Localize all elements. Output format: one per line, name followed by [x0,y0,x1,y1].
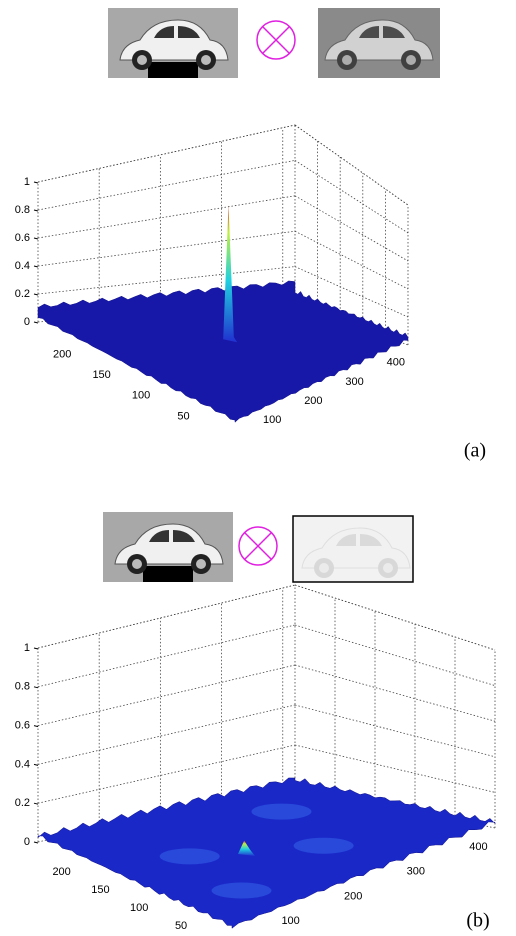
z-tick-label: 0.8 [15,204,30,216]
z-tick [33,763,39,766]
x-tick-label: 300 [345,376,363,388]
z-tick [33,293,39,296]
z-tick [33,647,39,650]
x-tick-label: 200 [344,890,362,902]
grid-line [294,704,496,758]
z-tick [33,209,39,212]
x-tick-label: 300 [407,866,425,878]
z-tick-label: 1 [24,176,30,188]
grid-line [294,195,409,262]
grid-line [294,230,409,290]
panel-label: (a) [464,440,486,462]
grid-line [294,664,496,722]
surface [37,280,409,423]
z-tick-label: 0.6 [15,720,30,732]
grid-line [37,230,296,267]
input-images-a [108,8,440,78]
y-tick-label: 100 [132,390,150,402]
grid-line [37,624,296,688]
surface-highlight [293,837,354,854]
grid-line [37,664,296,726]
panel-label: (b) [466,910,489,932]
y-tick-label: 100 [130,902,148,914]
grid-line [37,124,296,183]
y-tick-label: 200 [52,866,70,878]
surface-highlight [251,803,312,820]
z-tick [33,725,39,728]
surface-plot: 0 0.2 0.4 0.6 0.8 1 100 200 300 400 50 100 150 200 (b) [15,584,496,932]
surface [37,777,496,929]
z-tick [33,841,39,844]
z-tick-label: 0.4 [15,260,30,272]
x-tick-label: 400 [469,841,487,853]
z-tick-label: 0.8 [15,681,30,693]
z-tick-label: 0 [24,836,30,848]
x-tick-label: 100 [263,414,281,426]
grid-line [37,266,296,295]
x-tick-label: 400 [387,357,405,369]
surface-highlight [159,848,220,865]
z-tick-label: 0 [24,316,30,328]
y-tick-label: 50 [177,410,189,422]
z-tick [33,181,39,184]
z-tick-label: 0.2 [15,797,30,809]
y-tick-label: 150 [92,369,110,381]
grid-line [294,624,496,686]
z-tick-label: 0.2 [15,288,30,300]
z-tick [33,802,39,805]
grid-line [37,195,296,239]
grid-line [294,744,496,793]
input-images-b [103,512,414,583]
grid-line [37,584,296,649]
grid-line [37,160,296,211]
grid-line [294,160,409,234]
box-edge [294,124,409,206]
grid-line [294,584,496,651]
peak [237,840,256,857]
z-tick-label: 0.6 [15,232,30,244]
z-tick [33,686,39,689]
surface-highlight [211,882,272,899]
x-tick-label: 100 [281,915,299,927]
y-tick-label: 150 [91,884,109,896]
peak [223,205,238,343]
grid-line [294,124,409,206]
y-tick-label: 50 [175,920,187,932]
z-tick-label: 1 [24,642,30,654]
z-tick [33,237,39,240]
surface-plot: 0 0.2 0.4 0.6 0.8 1 100 200 300 400 50 100 150 200 (a) [15,124,486,462]
y-tick-label: 200 [53,349,71,361]
z-tick [33,265,39,268]
x-tick-label: 200 [304,395,322,407]
z-tick-label: 0.4 [15,758,30,770]
grid-line [37,704,296,765]
z-tick [33,321,39,324]
